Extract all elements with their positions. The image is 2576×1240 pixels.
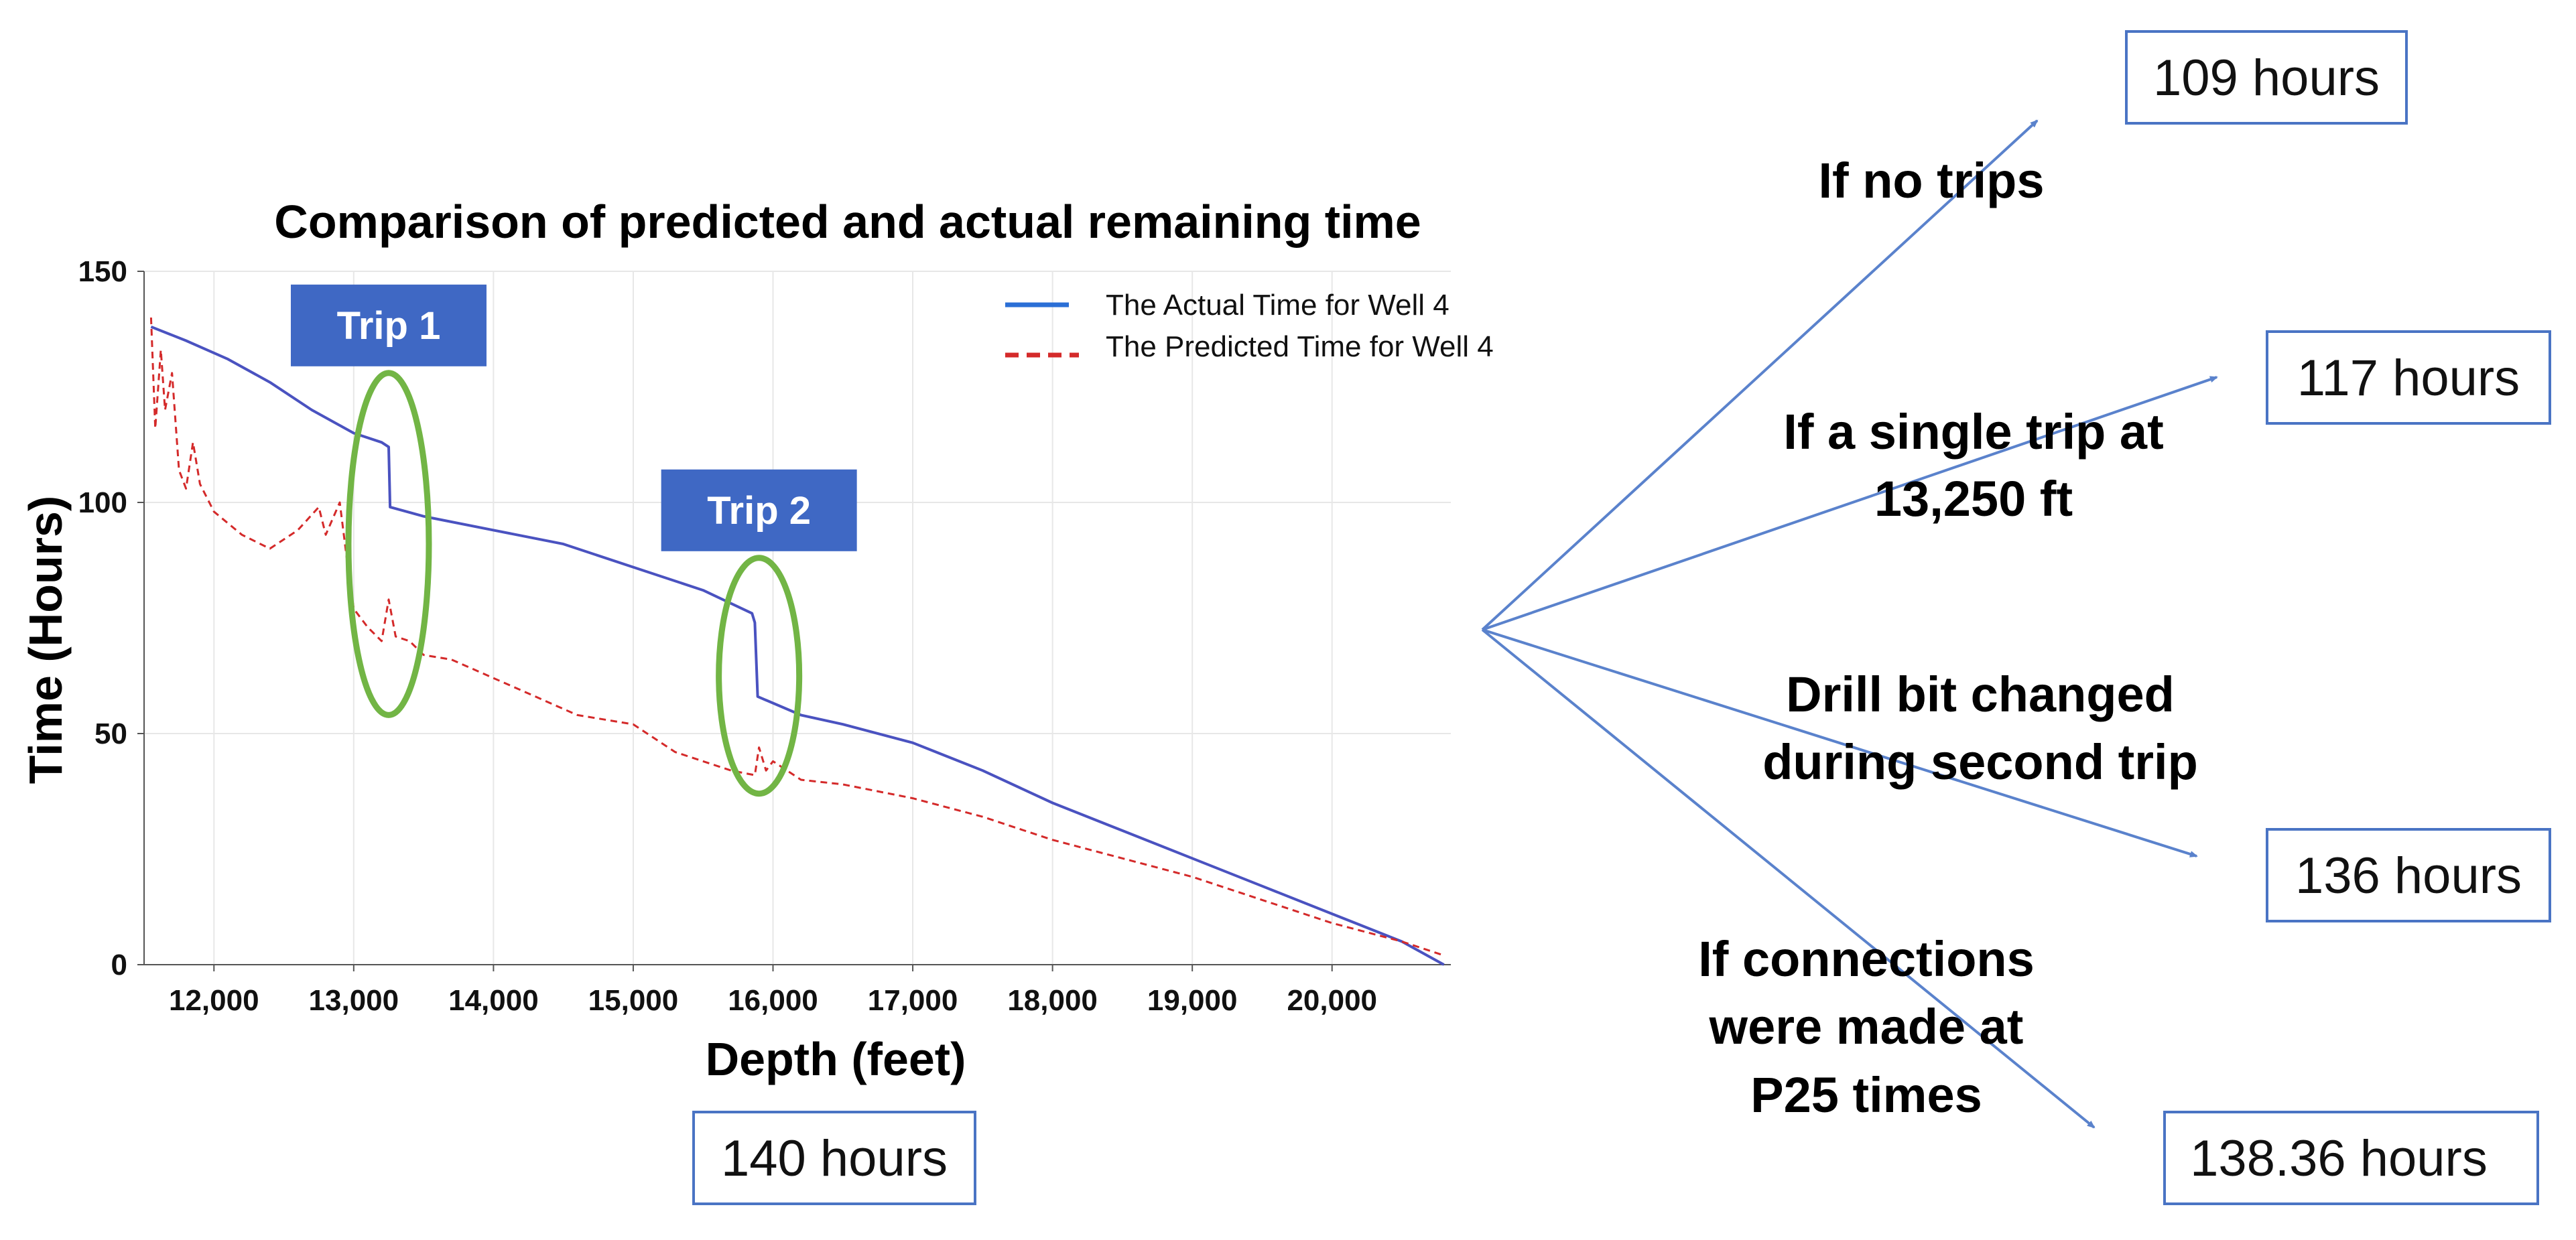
- x-tick-label: 18,000: [1007, 984, 1098, 1017]
- note-bit-changed-line-1: Drill bit changed: [1786, 667, 2175, 722]
- x-tick-label: 12,000: [169, 984, 259, 1017]
- total-hours-text: 140 hours: [721, 1130, 948, 1187]
- chart: Comparison of predicted and actual remai…: [19, 196, 1494, 1085]
- trip-1-label: Trip 1: [337, 304, 441, 348]
- result-boxes: 109 hours 117 hours 136 hours 138.36 hou…: [2125, 30, 2551, 1205]
- result-text-bit-changed: 136 hours: [2295, 847, 2522, 904]
- trip-annotations: Trip 1 Trip 2: [290, 284, 857, 797]
- note-bit-changed-line-2: during second trip: [1762, 734, 2198, 790]
- x-tick-label: 17,000: [868, 984, 958, 1017]
- y-tick-label: 0: [111, 949, 127, 981]
- note-no-trips: If no trips: [1818, 153, 2044, 208]
- result-text-connections: 138.36 hours: [2190, 1130, 2488, 1187]
- result-box-bit-changed: [2266, 828, 2551, 922]
- trip-1-ellipse: [345, 370, 432, 718]
- arrow-single-trip: [1482, 376, 2218, 631]
- note-connections-line-1: If connections: [1698, 931, 2035, 987]
- scenario-arrows: [1481, 119, 2218, 1129]
- scenario-notes: If no trips If a single trip at 13,250 f…: [1698, 153, 2198, 1123]
- arrow-bit-changed: [1482, 628, 2198, 857]
- trip-1-label-box: [290, 284, 487, 366]
- y-tick-label: 50: [94, 717, 127, 750]
- chart-title: Comparison of predicted and actual remai…: [274, 196, 1421, 248]
- result-box-no-trips: [2125, 30, 2408, 125]
- y-axis-title: Time (Hours): [19, 496, 72, 784]
- x-tick-label: 19,000: [1147, 984, 1238, 1017]
- trip-2-ellipse: [716, 555, 803, 797]
- legend-label-actual: The Actual Time for Well 4: [1106, 289, 1450, 322]
- x-tick-label: 16,000: [728, 984, 818, 1017]
- note-single-trip-line-2: 13,250 ft: [1874, 471, 2073, 527]
- total-hours-frame: [692, 1111, 976, 1205]
- note-single-trip-line-1: If a single trip at: [1783, 404, 2163, 460]
- total-hours-box: 140 hours: [692, 1111, 976, 1205]
- y-tick-label: 100: [78, 486, 127, 519]
- result-box-connections: [2163, 1111, 2539, 1205]
- note-connections-line-3: P25 times: [1750, 1067, 1982, 1123]
- series-predicted-line: [149, 317, 1445, 957]
- x-tick-label: 15,000: [588, 984, 679, 1017]
- x-tick-label: 14,000: [448, 984, 539, 1017]
- axes: 12,000 13,000 14,000 15,000 16,000 17,000 18,0…: [78, 255, 1451, 1017]
- legend: The Actual Time for Well 4 The Predicted…: [1005, 289, 1494, 363]
- arrow-no-trips: [1481, 119, 2039, 631]
- arrow-connections: [1481, 628, 2096, 1129]
- trip-2-label-box: [661, 469, 857, 551]
- note-connections-line-2: were made at: [1709, 999, 2024, 1054]
- x-axis-title: Depth (feet): [706, 1033, 966, 1085]
- result-text-single-trip: 117 hours: [2297, 350, 2520, 407]
- y-tick-label: 150: [78, 255, 127, 288]
- x-tick-label: 20,000: [1287, 984, 1377, 1017]
- x-tick-label: 13,000: [309, 984, 399, 1017]
- result-text-no-trips: 109 hours: [2153, 50, 2380, 107]
- trip-2-label: Trip 2: [707, 489, 811, 533]
- result-box-single-trip: [2266, 330, 2551, 425]
- grid: [144, 271, 1451, 965]
- legend-label-predicted: The Predicted Time for Well 4: [1106, 330, 1494, 363]
